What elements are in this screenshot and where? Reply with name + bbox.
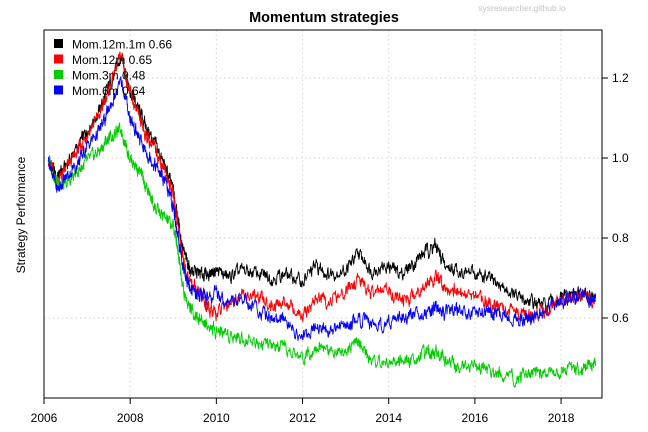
legend-swatch — [54, 54, 63, 64]
legend-label: Mom.12m 0.65 — [72, 53, 152, 67]
y-axis: 0.6 0.8 1.0 1.2 — [602, 71, 629, 325]
chart-title: Momentum strategies — [249, 10, 399, 26]
series-line-2 — [47, 122, 596, 388]
y-tick-label: 1.2 — [612, 71, 629, 85]
y-axis-label: Strategy Performance — [14, 156, 28, 273]
x-tick-label: 2018 — [548, 411, 575, 425]
legend-label: Mom.6m 0.64 — [72, 84, 146, 98]
series-lines — [47, 51, 596, 388]
legend-label: Mom.12m.1m 0.66 — [72, 38, 172, 52]
series-line-1 — [47, 51, 596, 323]
legend-label: Mom.3m 0.48 — [72, 69, 146, 83]
watermark: sysresearcher.github.io — [478, 3, 566, 13]
legend-swatch — [54, 85, 63, 95]
series-line-3 — [47, 76, 596, 342]
y-tick-label: 0.8 — [612, 231, 629, 245]
y-tick-label: 1.0 — [612, 151, 629, 165]
y-tick-label: 0.6 — [612, 311, 629, 325]
x-tick-label: 2010 — [203, 411, 230, 425]
plot-frame — [43, 29, 603, 399]
x-tick-label: 2008 — [117, 411, 144, 425]
x-tick-label: 2012 — [289, 411, 316, 425]
x-tick-label: 2006 — [31, 411, 58, 425]
legend-swatch — [54, 39, 63, 48]
x-tick-label: 2016 — [462, 411, 489, 425]
x-axis: 2006 2008 2010 2012 2014 2016 2018 — [31, 398, 575, 425]
legend-swatch — [54, 70, 63, 79]
x-tick-label: 2014 — [375, 411, 402, 425]
